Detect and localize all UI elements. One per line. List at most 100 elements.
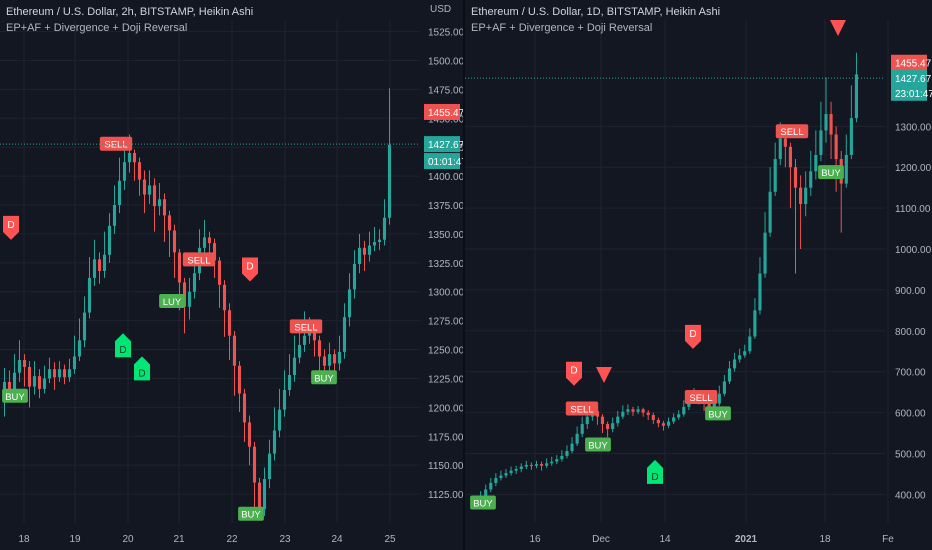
left-indicator-label[interactable]: EP+AF + Divergence + Doji Reversal	[6, 22, 188, 34]
buy-marker	[585, 437, 611, 452]
candle-body	[22, 359, 27, 367]
marker-label: SELL	[294, 322, 317, 333]
candle-body	[42, 378, 47, 389]
divergence-label: D	[119, 345, 126, 356]
candle-body	[162, 199, 167, 216]
candle-body	[317, 340, 322, 357]
buy-marker	[2, 388, 28, 403]
candle-body	[67, 369, 72, 378]
candle-body	[829, 114, 833, 135]
candle-body	[32, 376, 37, 387]
candle-body	[267, 453, 272, 480]
candle-body	[550, 461, 554, 464]
x-tick-label: 18	[819, 534, 831, 545]
candle-body	[287, 374, 292, 391]
price-tag-label: 01:01:47	[428, 157, 463, 168]
candle-body	[636, 409, 640, 412]
candle-body	[377, 239, 382, 243]
candle-body	[52, 369, 57, 378]
candle-body	[621, 411, 625, 417]
candle-body	[257, 482, 262, 510]
buy-marker	[470, 495, 496, 510]
candle-body	[656, 419, 660, 424]
candle-body	[292, 357, 297, 375]
bearish-divergence-flag	[242, 257, 258, 282]
right-indicator-label[interactable]: EP+AF + Divergence + Doji Reversal	[471, 22, 653, 34]
candle-body	[555, 459, 559, 462]
right-chart-pane[interactable]: 400.00 500.00 600.00 700.00 800.00 900.00 1000…	[465, 0, 932, 550]
x-tick-label: 21	[173, 534, 185, 545]
divergence-label: D	[7, 220, 14, 231]
marker-label: SELL	[104, 140, 127, 151]
bullish-divergence-flag	[115, 333, 131, 358]
candle-body	[362, 247, 367, 255]
price-tag-label: 1427.67	[428, 140, 463, 151]
price-tag-label: 1455.47	[428, 108, 463, 119]
candle-body	[661, 423, 666, 426]
candle-body	[814, 154, 818, 172]
pane-divider[interactable]	[463, 0, 465, 550]
candle-body	[753, 310, 757, 337]
candle-body	[799, 187, 803, 205]
marker-label: BUY	[821, 168, 841, 179]
y-tick-label: 400.00	[895, 490, 926, 501]
candle-body	[631, 409, 635, 412]
candle-body	[677, 414, 681, 418]
candle-body	[322, 356, 327, 366]
candle-body	[545, 463, 549, 466]
marker-label: BUY	[588, 440, 608, 451]
candle-body	[157, 199, 162, 207]
candle-body	[778, 138, 782, 160]
candle-body	[352, 263, 357, 290]
candle-body	[192, 273, 197, 292]
price-tag	[891, 84, 927, 101]
divergence-label: D	[651, 472, 658, 483]
candle-body	[202, 237, 207, 248]
y-tick-label: 1225.00	[428, 374, 463, 385]
candle-body	[112, 205, 117, 226]
candle-body	[606, 424, 610, 429]
candle-body	[47, 369, 52, 379]
sell-arrow-jan	[830, 20, 846, 36]
candle-body	[242, 393, 247, 423]
candle-body	[97, 259, 102, 271]
x-tick-label: 22	[226, 534, 238, 545]
candle-body	[514, 469, 518, 471]
x-tick-label: 24	[331, 534, 343, 545]
candle-body	[494, 478, 498, 483]
candle-body	[187, 291, 192, 307]
left-chart-svg[interactable]: 1125.00 1150.00 1175.00 1200.00 1225.00 1250.…	[0, 0, 463, 550]
divergence-label: D	[246, 261, 253, 272]
candle-body	[62, 369, 67, 378]
candle-body	[347, 289, 352, 318]
candle-body	[77, 340, 82, 357]
bearish-divergence-flag	[685, 324, 701, 349]
candle-body	[107, 225, 112, 255]
y-tick-label: 1475.00	[428, 85, 463, 96]
candle-body	[182, 282, 187, 307]
y-tick-label: 1000.00	[895, 245, 932, 256]
marker-label: BUY	[241, 510, 261, 521]
marker-label: SELL	[187, 255, 210, 266]
candle-body	[783, 138, 787, 147]
candle-body	[809, 171, 813, 188]
candle-body	[137, 162, 142, 180]
right-chart-svg[interactable]: 400.00 500.00 600.00 700.00 800.00 900.00 1000…	[465, 0, 932, 550]
candle-body	[302, 335, 307, 345]
candle-body	[682, 406, 686, 415]
left-chart-pane[interactable]: 1125.00 1150.00 1175.00 1200.00 1225.00 1250.…	[0, 0, 463, 550]
candle-body	[519, 466, 523, 470]
candle-body	[763, 232, 767, 274]
candle-body	[575, 433, 579, 444]
candle-body	[212, 243, 217, 261]
candle-body	[773, 159, 777, 192]
candle-body	[332, 354, 337, 364]
left-pane-title: Ethereum / U.S. Dollar, 2h, BITSTAMP, He…	[6, 6, 254, 18]
price-tag	[891, 54, 927, 71]
candle-body	[282, 390, 287, 410]
y-tick-label: 1125.00	[428, 490, 463, 501]
y-tick-label: 900.00	[895, 286, 926, 297]
price-tag	[424, 153, 460, 170]
y-tick-label: 1175.00	[428, 432, 463, 443]
